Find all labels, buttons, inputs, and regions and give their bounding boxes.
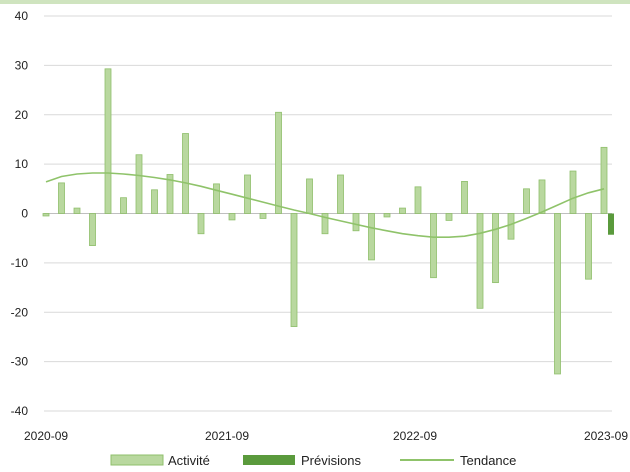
activity-bar — [399, 207, 406, 214]
y-tick-label: 40 — [15, 9, 29, 23]
activity-bar — [554, 213, 561, 375]
activity-bar — [476, 213, 484, 309]
activity-bar — [58, 182, 65, 214]
legend-item-trend: Tendance — [400, 453, 516, 468]
activity-bar — [182, 133, 189, 214]
y-tick-label: -30 — [11, 355, 29, 369]
y-tick-label: 20 — [15, 108, 29, 122]
activity-bar — [73, 207, 81, 214]
activity-bar — [151, 189, 158, 214]
legend-item-activity: Activité — [110, 453, 210, 468]
activity-bar — [197, 213, 205, 235]
trend-line — [45, 172, 605, 238]
x-tick-label: 2021-09 — [205, 429, 249, 443]
activity-bar — [135, 154, 143, 214]
y-tick-label: -10 — [11, 256, 29, 270]
activity-bar — [306, 178, 313, 214]
activity-bar — [538, 179, 546, 214]
x-axis: 2020-09 2021-09 2022-09 2023-09 — [24, 429, 628, 443]
activity-bar — [507, 213, 515, 240]
activity-bar — [120, 197, 127, 214]
x-tick-label: 2022-09 — [393, 429, 437, 443]
legend-item-forecast: Prévisions — [243, 453, 361, 468]
legend-swatch-activity — [110, 454, 164, 466]
x-tick-label: 2023-09 — [584, 429, 628, 443]
activity-bar — [228, 213, 236, 221]
activity-bar — [368, 213, 375, 261]
activity-bar — [275, 111, 282, 214]
activity-bar — [445, 213, 453, 221]
activity-bar — [104, 68, 112, 214]
activity-bar — [42, 213, 50, 217]
activity-bar — [585, 213, 592, 280]
activity-bar — [337, 174, 344, 214]
activity-bar — [414, 186, 422, 214]
legend-label-activity: Activité — [168, 453, 210, 468]
activity-bar — [244, 174, 251, 214]
forecast-bars — [608, 213, 614, 235]
legend-label-forecast: Prévisions — [301, 453, 361, 468]
top-accent-bar — [0, 0, 630, 4]
activity-bar — [430, 213, 437, 279]
activity-bar — [89, 213, 96, 246]
activity-bar — [492, 213, 499, 284]
activity-bar — [290, 213, 298, 327]
activity-bar — [352, 213, 360, 232]
bars — [42, 68, 608, 375]
y-tick-label: -20 — [11, 305, 29, 319]
activity-bar — [600, 146, 608, 214]
legend-label-trend: Tendance — [460, 453, 516, 468]
y-tick-label: -40 — [11, 404, 29, 418]
y-tick-label: 10 — [15, 157, 29, 171]
activity-bar — [166, 174, 174, 214]
y-tick-label: 0 — [21, 207, 28, 221]
activity-bar — [569, 170, 577, 214]
activity-bar — [213, 183, 220, 214]
legend: Activité Prévisions Tendance — [110, 453, 516, 468]
forecast-bar — [608, 213, 614, 235]
y-axis: -40 -30 -20 -10 0 10 20 30 40 — [11, 9, 29, 418]
x-tick-label: 2020-09 — [24, 429, 68, 443]
y-tick-label: 30 — [15, 58, 29, 72]
legend-swatch-forecast — [243, 455, 295, 465]
activity-bar — [461, 181, 468, 214]
activity-bar — [259, 213, 267, 219]
activity-bar — [523, 188, 530, 214]
activity-bar — [321, 213, 329, 235]
trend-polyline — [45, 172, 605, 238]
activity-bar — [383, 213, 391, 218]
